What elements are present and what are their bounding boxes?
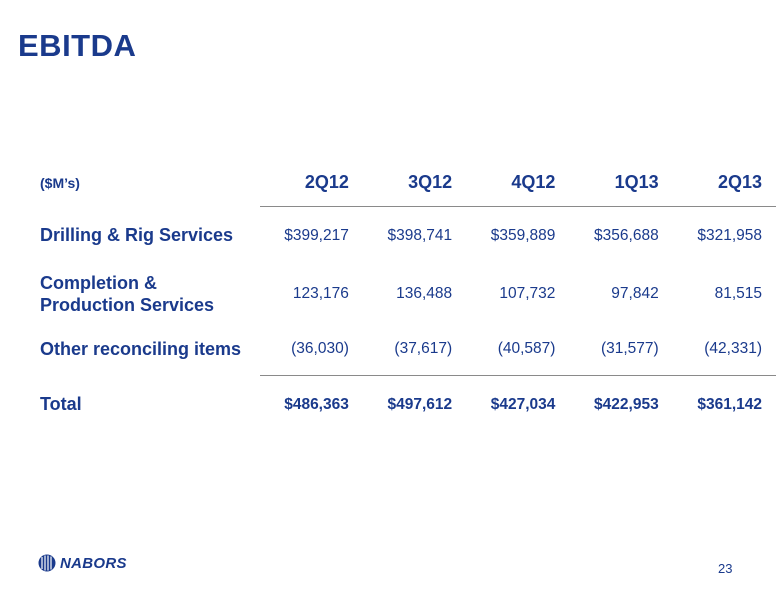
table-cell: $486,363	[284, 395, 349, 413]
table-cell: (40,587)	[466, 322, 570, 376]
table-cell: $359,889	[490, 226, 556, 244]
row-label: Completion & Production Services	[36, 265, 260, 323]
units-label: ($M’s)	[40, 175, 80, 191]
nabors-globe-icon	[38, 554, 56, 572]
table-cell: 107,732	[499, 284, 556, 302]
table-row: Other reconciling items (36,030) (37,617…	[36, 322, 776, 376]
table-cell: $497,612	[387, 395, 453, 413]
row-label-line: Completion &	[40, 272, 157, 293]
slide-title: EBITDA	[18, 28, 137, 63]
table-cell: $427,034	[490, 395, 556, 413]
table-row: Completion & Production Services 123,176…	[36, 265, 776, 323]
table-cell: $422,953	[594, 395, 659, 413]
table-cell: (42,331)	[672, 322, 776, 376]
table-cell: $321,958	[697, 226, 762, 244]
table-cell: (37,617)	[362, 322, 467, 376]
table-cell: (36,030)	[259, 322, 363, 376]
table-cell: 81,515	[714, 284, 762, 302]
table-cell: 97,842	[611, 284, 659, 302]
column-header: 2Q13	[672, 160, 776, 207]
column-header: 4Q12	[466, 160, 570, 207]
table-cell: $399,217	[284, 226, 349, 244]
column-header: 2Q12	[259, 160, 363, 207]
nabors-logo: NABORS	[38, 554, 127, 572]
row-label: Other reconciling items	[40, 338, 242, 359]
logo-text: NABORS	[60, 554, 127, 572]
row-label: Drilling & Rig Services	[40, 225, 234, 246]
table-header-row: ($M’s) 2Q12 3Q12 4Q12 1Q13 2Q13	[36, 160, 776, 207]
table-cell: 123,176	[292, 284, 349, 302]
ebitda-table: ($M’s) 2Q12 3Q12 4Q12 1Q13 2Q13 Drilling…	[36, 160, 776, 434]
column-header: 3Q12	[362, 160, 467, 207]
table-cell: $398,741	[387, 226, 453, 244]
table-row: Drilling & Rig Services $399,217 $398,74…	[36, 206, 776, 265]
table-cell: 136,488	[396, 284, 453, 302]
table-cell: (31,577)	[569, 322, 673, 376]
table-row: Total $486,363 $497,612 $427,034 $422,95…	[36, 375, 776, 434]
table-cell: $356,688	[594, 226, 659, 244]
table-cell: $361,142	[697, 395, 762, 413]
row-label-line: Production Services	[40, 294, 215, 315]
page-number: 23	[718, 561, 733, 576]
column-header: 1Q13	[569, 160, 673, 207]
row-label: Total	[40, 394, 82, 415]
